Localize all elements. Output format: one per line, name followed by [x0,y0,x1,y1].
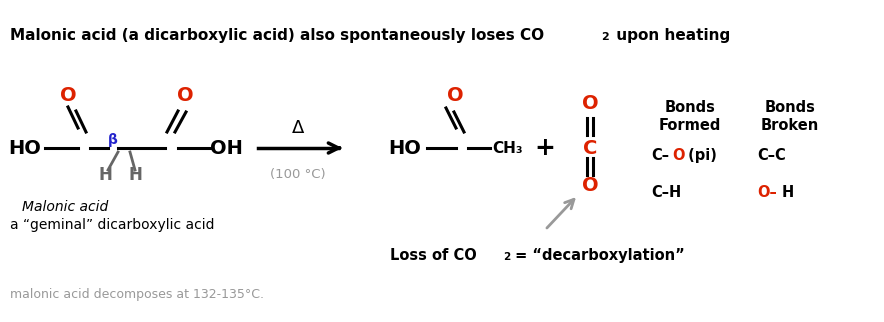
Text: O: O [672,147,684,163]
Text: Δ: Δ [292,119,304,137]
Text: O: O [582,93,598,112]
Text: O: O [582,175,598,194]
Text: β: β [108,133,118,147]
FancyArrowPatch shape [547,199,574,228]
Text: O–: O– [757,185,777,200]
Text: Bonds
Broken: Bonds Broken [761,100,819,133]
Text: +: + [535,136,555,160]
Text: HO: HO [389,138,422,157]
Text: (pi): (pi) [683,147,717,163]
Text: Bonds
Formed: Bonds Formed [659,100,721,133]
Text: C–C: C–C [757,147,786,163]
Text: CH₃: CH₃ [492,140,522,156]
Text: a “geminal” dicarboxylic acid: a “geminal” dicarboxylic acid [10,218,215,232]
Text: HO: HO [9,138,42,157]
Text: H: H [782,185,794,200]
Text: O: O [60,86,76,105]
Text: 2: 2 [503,252,510,262]
Text: H: H [128,166,142,184]
Text: malonic acid decomposes at 132-135°C.: malonic acid decomposes at 132-135°C. [10,288,264,301]
Text: OH: OH [210,138,243,157]
Text: C–H: C–H [651,185,682,200]
Text: O: O [177,86,194,105]
Text: C–: C– [651,147,669,163]
Text: (100 °C): (100 °C) [271,168,326,181]
Text: 2: 2 [601,32,609,42]
Text: Malonic acid: Malonic acid [22,200,108,214]
Text: = “decarboxylation”: = “decarboxylation” [510,248,685,263]
FancyArrowPatch shape [328,143,339,153]
Text: H: H [98,166,112,184]
Text: O: O [446,86,463,105]
Text: C: C [583,138,598,157]
Text: upon heating: upon heating [611,28,730,43]
Text: Loss of CO: Loss of CO [390,248,476,263]
Text: Malonic acid (a dicarboxylic acid) also spontaneously loses CO: Malonic acid (a dicarboxylic acid) also … [10,28,545,43]
